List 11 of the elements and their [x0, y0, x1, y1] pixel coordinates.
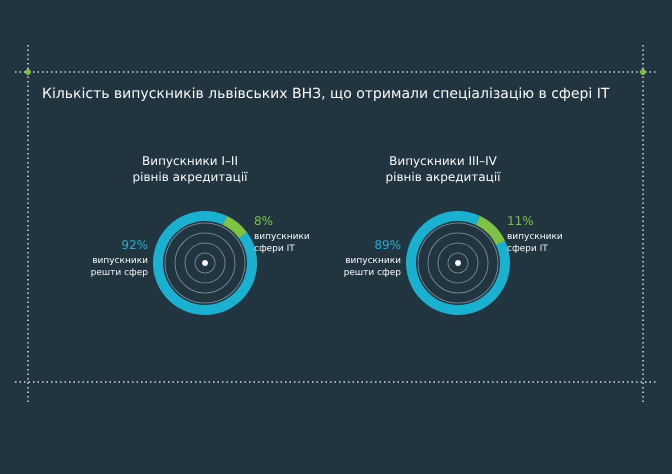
- chart-subtitle: Випускники III–IV рівнів акредитації: [386, 154, 502, 184]
- data-label: 89%: [374, 238, 401, 252]
- slice-label: випускники сфери IT: [507, 232, 563, 254]
- chart-subtitle: Випускники I–II рівнів акредитації: [132, 154, 248, 184]
- data-label: 11%: [507, 214, 534, 228]
- chart-title: Кількість випускників львівських ВНЗ, що отримали спеціалізацію в сфері IT: [42, 86, 610, 102]
- slice-label: випускники решти сфер: [344, 256, 402, 278]
- data-label: 8%: [254, 214, 274, 228]
- slice-label: випускники сфери IT: [254, 232, 310, 254]
- data-label: 92%: [121, 238, 148, 252]
- slice-label: випускники решти сфер: [90, 256, 148, 278]
